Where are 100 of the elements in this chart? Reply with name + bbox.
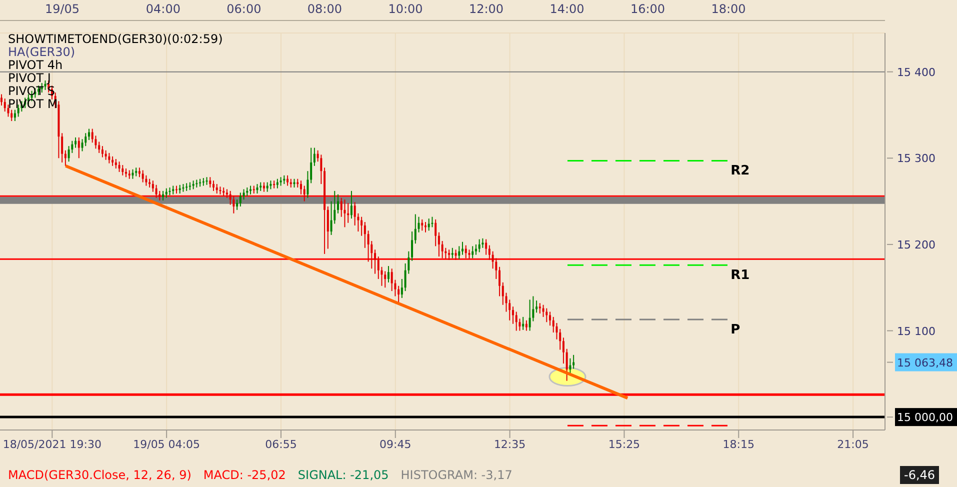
candlestick <box>14 109 16 122</box>
text: 19/05 <box>44 2 81 16</box>
candlestick <box>468 249 470 260</box>
text: 12:00 <box>468 2 505 16</box>
candlestick <box>142 170 144 183</box>
text: 06:00 <box>226 2 262 16</box>
candlestick <box>10 109 13 122</box>
candlestick <box>462 241 464 256</box>
text: -6,46 <box>900 466 940 484</box>
candlestick <box>165 188 168 198</box>
y-tick-label: 15 063,48 <box>897 356 953 370</box>
candlestick <box>538 302 541 314</box>
text: 08:00 <box>306 2 344 16</box>
candlestick <box>515 311 518 332</box>
candlestick <box>162 190 164 201</box>
candlestick <box>536 300 538 314</box>
candlestick <box>61 132 64 163</box>
x-tick-label: 21:05 <box>837 438 869 451</box>
annotation: PIVOT J <box>8 71 52 85</box>
candlestick <box>84 132 87 147</box>
candlestick <box>498 266 501 297</box>
candlestick <box>155 184 158 198</box>
candlestick <box>88 128 90 141</box>
candlestick <box>101 146 104 158</box>
candlestick <box>502 282 504 306</box>
y-tick-label: 15 400 <box>897 66 936 79</box>
candlestick <box>512 306 514 324</box>
candlestick <box>448 249 450 260</box>
candlestick <box>104 150 107 160</box>
candlestick <box>387 266 390 283</box>
candlestick <box>216 184 218 194</box>
candlestick <box>431 216 434 228</box>
candlestick <box>434 218 437 247</box>
candlestick <box>300 180 302 195</box>
candlestick <box>472 246 474 259</box>
candlestick <box>360 216 363 236</box>
candlestick <box>310 147 312 184</box>
x-tick-label: 15:25 <box>608 438 640 451</box>
candlestick <box>364 222 366 248</box>
candlestick <box>384 270 386 288</box>
candlestick <box>522 316 524 330</box>
candlestick <box>421 218 424 232</box>
ref-line-label: R1 <box>730 268 750 284</box>
candlestick <box>239 192 242 207</box>
candlestick <box>398 285 400 304</box>
candlestick <box>569 358 572 374</box>
candlestick <box>78 136 80 159</box>
candlestick <box>286 174 289 186</box>
candlestick <box>566 348 568 382</box>
candlestick <box>458 246 460 260</box>
candlestick <box>488 244 490 260</box>
candlestick <box>344 199 346 228</box>
candlestick <box>320 154 322 185</box>
candlestick <box>0 94 3 106</box>
x-tick-label: 06:55 <box>265 438 297 451</box>
candlestick <box>64 150 66 166</box>
text: MACD(GER30.Close, 12, 26, 9) <box>8 468 192 482</box>
text: MACD: -25,02 <box>203 468 286 482</box>
candlestick <box>266 182 268 192</box>
candlestick <box>451 247 454 259</box>
candlestick <box>132 168 134 180</box>
candlestick <box>525 320 528 332</box>
candlestick <box>428 218 430 232</box>
candlestick <box>441 240 444 259</box>
candlestick <box>350 190 352 220</box>
text: 18:00 <box>710 2 747 16</box>
candlestick <box>306 170 309 198</box>
text: 04:00 <box>144 2 182 16</box>
candlestick <box>411 231 414 262</box>
candlestick <box>478 238 480 253</box>
y-tick-label: 15 300 <box>897 152 936 166</box>
x-tick-label: 12:35 <box>494 438 526 451</box>
x-tick-label: 19/05 04:05 <box>133 438 200 451</box>
candlestick <box>122 164 124 176</box>
candlestick <box>485 238 488 256</box>
candlestick <box>273 180 276 189</box>
candlestick <box>98 141 100 154</box>
candlestick <box>114 158 117 169</box>
candlestick <box>4 98 6 112</box>
text: HISTOGRAM: -3,17 <box>400 468 512 482</box>
y-tick-label: 15 200 <box>897 238 936 252</box>
candlestick <box>326 206 329 250</box>
candlestick <box>303 185 306 202</box>
candlestick <box>390 268 393 292</box>
candlestick <box>528 299 531 332</box>
candlestick <box>202 177 204 186</box>
annotation: SHOWTIMETOEND(GER30)(0:02:59) <box>8 32 223 46</box>
candlestick <box>152 180 154 192</box>
ref-line-label: R2 <box>730 164 750 179</box>
candlestick <box>380 266 383 286</box>
candlestick <box>482 238 484 248</box>
candlestick <box>414 214 416 244</box>
candlestick <box>313 147 316 166</box>
candlestick <box>400 278 403 298</box>
candlestick <box>549 311 552 326</box>
candlestick <box>256 184 258 194</box>
candlestick <box>212 180 214 192</box>
candlestick <box>196 179 198 188</box>
candlestick <box>74 136 77 148</box>
text: 16:00 <box>629 2 666 16</box>
